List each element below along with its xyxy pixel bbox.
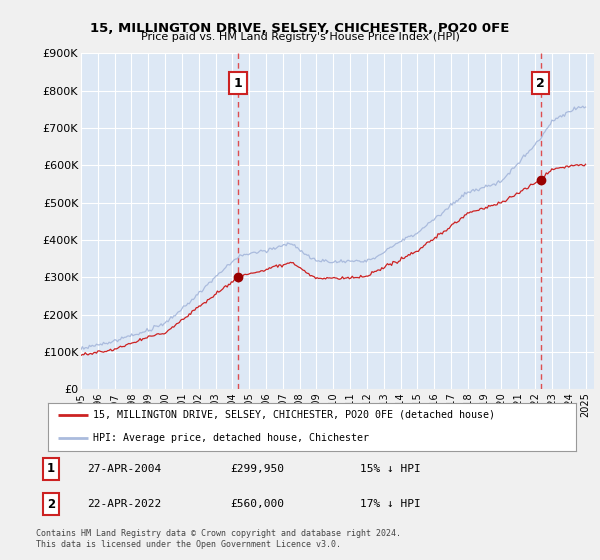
Text: 1: 1 <box>233 77 242 90</box>
Text: £299,950: £299,950 <box>230 464 284 474</box>
Text: 15% ↓ HPI: 15% ↓ HPI <box>360 464 421 474</box>
Text: 15, MILLINGTON DRIVE, SELSEY, CHICHESTER, PO20 0FE (detached house): 15, MILLINGTON DRIVE, SELSEY, CHICHESTER… <box>93 409 495 419</box>
Text: 2: 2 <box>47 497 55 511</box>
Text: Price paid vs. HM Land Registry's House Price Index (HPI): Price paid vs. HM Land Registry's House … <box>140 32 460 43</box>
Text: 17% ↓ HPI: 17% ↓ HPI <box>360 499 421 509</box>
Text: £560,000: £560,000 <box>230 499 284 509</box>
Text: 27-APR-2004: 27-APR-2004 <box>88 464 161 474</box>
Text: 1: 1 <box>47 463 55 475</box>
Text: 15, MILLINGTON DRIVE, SELSEY, CHICHESTER, PO20 0FE: 15, MILLINGTON DRIVE, SELSEY, CHICHESTER… <box>91 22 509 35</box>
Text: 2: 2 <box>536 77 545 90</box>
Text: HPI: Average price, detached house, Chichester: HPI: Average price, detached house, Chic… <box>93 433 369 444</box>
Text: Contains HM Land Registry data © Crown copyright and database right 2024.
This d: Contains HM Land Registry data © Crown c… <box>36 529 401 549</box>
Text: 22-APR-2022: 22-APR-2022 <box>88 499 161 509</box>
